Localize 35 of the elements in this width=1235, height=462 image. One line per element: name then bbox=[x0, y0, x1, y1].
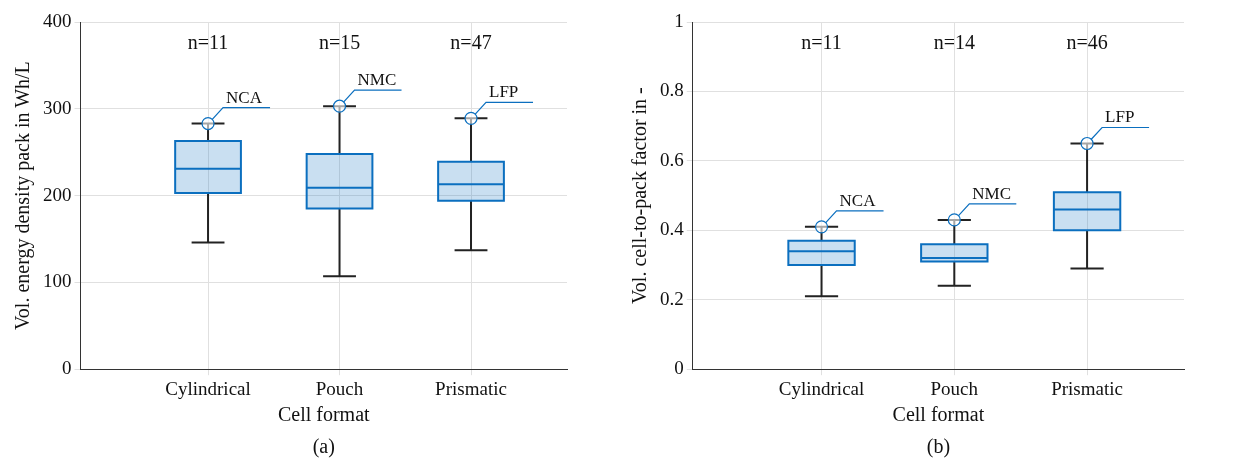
annotation: LFP bbox=[1105, 107, 1135, 127]
y-tick-label: 0 bbox=[62, 357, 72, 379]
y-tick-label: 400 bbox=[43, 9, 72, 31]
annotation: n=11 bbox=[801, 31, 842, 54]
annotation: NCA bbox=[839, 190, 877, 210]
annotation: n=15 bbox=[318, 31, 361, 54]
x-axis-title: Cell format bbox=[892, 403, 985, 426]
y-tick-label: 0 bbox=[674, 357, 684, 379]
x-tick-label: Pouch bbox=[930, 377, 979, 399]
annotation: LFP bbox=[489, 82, 519, 102]
x-tick-label: Prismatic bbox=[1051, 377, 1123, 399]
y-tick-label: 1 bbox=[674, 9, 684, 31]
y-tick-label: 0.8 bbox=[660, 79, 684, 101]
x-axis-title: Cell format bbox=[277, 403, 371, 426]
x-tick-label: Cylindrical bbox=[778, 377, 865, 399]
y-tick-label: 0.2 bbox=[660, 287, 684, 309]
y-tick-label: 0.4 bbox=[660, 218, 685, 240]
y-tick-label: 200 bbox=[43, 183, 72, 205]
annotation: n=11 bbox=[187, 31, 229, 54]
text: (a) bbox=[312, 435, 335, 459]
x-tick-label: Pouch bbox=[315, 377, 364, 399]
y-tick-label: 100 bbox=[43, 270, 72, 292]
annotation: n=14 bbox=[933, 31, 975, 54]
y-tick-label: 0.6 bbox=[660, 148, 684, 170]
y-axis-title: Vol. cell-to-pack factor in - bbox=[628, 87, 652, 304]
annotation: NMC bbox=[357, 70, 397, 90]
annotation: NCA bbox=[226, 87, 263, 107]
annotation: n=47 bbox=[450, 31, 492, 54]
text: (b) bbox=[926, 435, 951, 459]
y-axis-title: Vol. energy density pack in Wh/L bbox=[11, 61, 35, 331]
annotation: NMC bbox=[972, 183, 1012, 203]
annotation: n=46 bbox=[1066, 31, 1108, 54]
y-tick-label: 300 bbox=[43, 96, 72, 118]
x-tick-label: Cylindrical bbox=[165, 377, 251, 399]
x-tick-label: Prismatic bbox=[435, 377, 507, 399]
